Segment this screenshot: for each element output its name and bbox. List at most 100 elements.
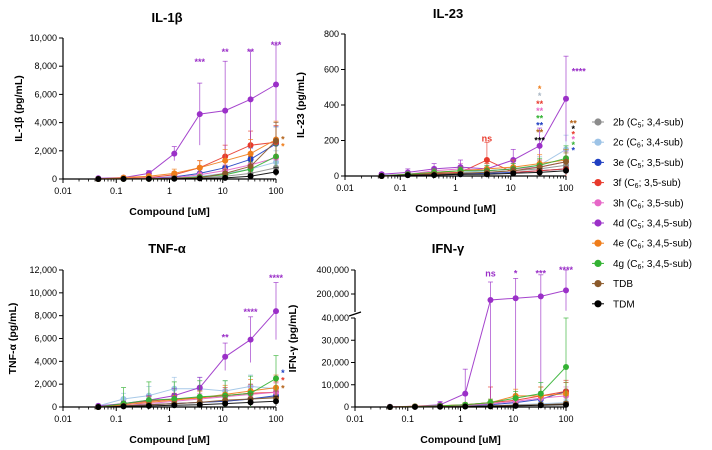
data-point	[222, 353, 229, 360]
y-tick-label: 400,000	[316, 265, 349, 275]
data-point	[222, 170, 229, 177]
series-line	[98, 397, 277, 408]
x-tick-label: 100	[558, 183, 573, 193]
x-tick-label: 1	[458, 414, 463, 424]
data-point	[462, 403, 469, 410]
data-point	[483, 171, 490, 178]
significance-label: **	[536, 106, 544, 116]
x-axis-label: Compound [uM]	[129, 434, 209, 446]
series-line	[389, 404, 567, 408]
y-axis-label: IL-23 (pg/mL)	[295, 72, 307, 138]
significance-label: **	[222, 332, 230, 342]
chart-title: IL-1β	[151, 10, 182, 25]
x-tick-label: 0.1	[110, 414, 123, 424]
significance-label: ****	[559, 265, 574, 275]
data-point	[171, 396, 178, 403]
data-point	[145, 397, 152, 404]
x-axis-label: Compound [uM]	[415, 203, 495, 215]
data-point	[512, 402, 519, 409]
significance-label: ***	[534, 136, 545, 146]
y-tick-label: 8,000	[34, 311, 57, 321]
y-tick-label: 800	[324, 29, 339, 39]
data-point	[563, 158, 569, 165]
y-tick-label: 12,000	[29, 265, 57, 275]
axis-break-mark	[348, 311, 362, 317]
x-tick-label: 1	[453, 183, 458, 193]
y-tick-label: 0	[52, 174, 57, 184]
significance-label: ****	[244, 307, 259, 317]
y-tick-label: 2,000	[34, 146, 57, 156]
legend-marker	[594, 239, 602, 247]
y-axis-label: TNF-α (pg/mL)	[7, 303, 19, 375]
significance-label: **	[247, 47, 255, 57]
legend-label: 4g (C6; 3,4,5-sub)	[613, 259, 692, 271]
significance-label: *	[281, 368, 285, 378]
legend-label: TDB	[613, 279, 633, 290]
y-tick-label: 4,000	[34, 356, 57, 366]
significance-label: **	[536, 120, 544, 130]
y-tick-label: 30,000	[321, 335, 349, 345]
series-line	[389, 289, 567, 408]
significance-label: *	[538, 91, 542, 101]
legend-item-4d: 4d (C5; 3,4,5-sub)	[592, 219, 692, 231]
data-point	[404, 172, 411, 179]
significance-label: ns	[485, 269, 496, 279]
data-point	[196, 175, 203, 182]
data-point	[273, 81, 279, 88]
significance-label: ****	[572, 66, 587, 76]
legend-subscript: 6	[637, 203, 641, 210]
significance-label: **	[570, 119, 578, 129]
data-point	[171, 150, 178, 157]
y-tick-label: 2,000	[34, 379, 57, 389]
legend-item-2b: 2b (C5; 3,4-sub)	[592, 118, 684, 130]
x-tick-label: 1	[167, 186, 172, 196]
data-point	[273, 168, 279, 175]
significance-label: *	[538, 84, 542, 94]
significance-label: *	[281, 384, 285, 394]
y-tick-label: 6,000	[34, 334, 57, 344]
y-tick-label: 10,000	[29, 33, 57, 43]
x-tick-label: 0.01	[346, 414, 364, 424]
series-line	[98, 387, 277, 408]
data-point	[437, 403, 444, 410]
legend-marker	[594, 179, 602, 187]
legend-subscript: 6	[637, 264, 641, 271]
legend-label-rest: ; 3,4-sub)	[641, 118, 683, 129]
legend-label: 4d (C5; 3,4,5-sub)	[613, 219, 692, 231]
legend-item-TDM: TDM	[592, 299, 635, 310]
data-point	[563, 167, 569, 174]
x-tick-label: 100	[268, 414, 283, 424]
series-TDM	[95, 167, 279, 182]
legend-label-rest: ; 3,4-sub)	[641, 138, 683, 149]
series-line	[98, 139, 277, 180]
y-tick-label: 600	[324, 65, 339, 75]
data-point	[196, 401, 203, 408]
legend-subscript: 5	[637, 123, 641, 130]
data-point	[510, 170, 517, 177]
series-line	[381, 170, 567, 177]
series-line	[98, 385, 277, 407]
data-point	[222, 174, 229, 181]
x-axis-label: Compound [uM]	[129, 206, 209, 218]
y-tick-label: 10,000	[321, 380, 349, 390]
data-point	[196, 111, 203, 118]
significance-label: *	[281, 135, 285, 145]
data-point	[120, 403, 127, 410]
significance-label: *	[571, 129, 575, 139]
data-point	[222, 157, 229, 164]
y-tick-label: 10,000	[29, 288, 57, 298]
panel-ifng: IFN-γ 0 10,000 20,000 30,000 40,000 200,000 400…	[287, 241, 574, 446]
panel-il23: IL-23 0 200 400 600 800 0.01 0.1 1 10 100 Compound …	[295, 6, 586, 215]
legend-subscript: 5	[637, 224, 641, 231]
x-tick-label: 10	[508, 414, 518, 424]
data-point	[462, 390, 469, 397]
y-tick-label: 0	[334, 171, 339, 181]
series-line	[98, 400, 277, 408]
legend-label-rest: ; 3,5-sub)	[641, 198, 683, 209]
data-point	[273, 398, 279, 405]
significance-label: *	[571, 140, 575, 150]
data-point	[171, 402, 178, 409]
legend-label: 3e (C5; 3,5-sub)	[613, 158, 684, 170]
y-axis-label: IFN-γ (pg/mL)	[287, 305, 299, 373]
legend-subscript: 6	[635, 183, 639, 190]
